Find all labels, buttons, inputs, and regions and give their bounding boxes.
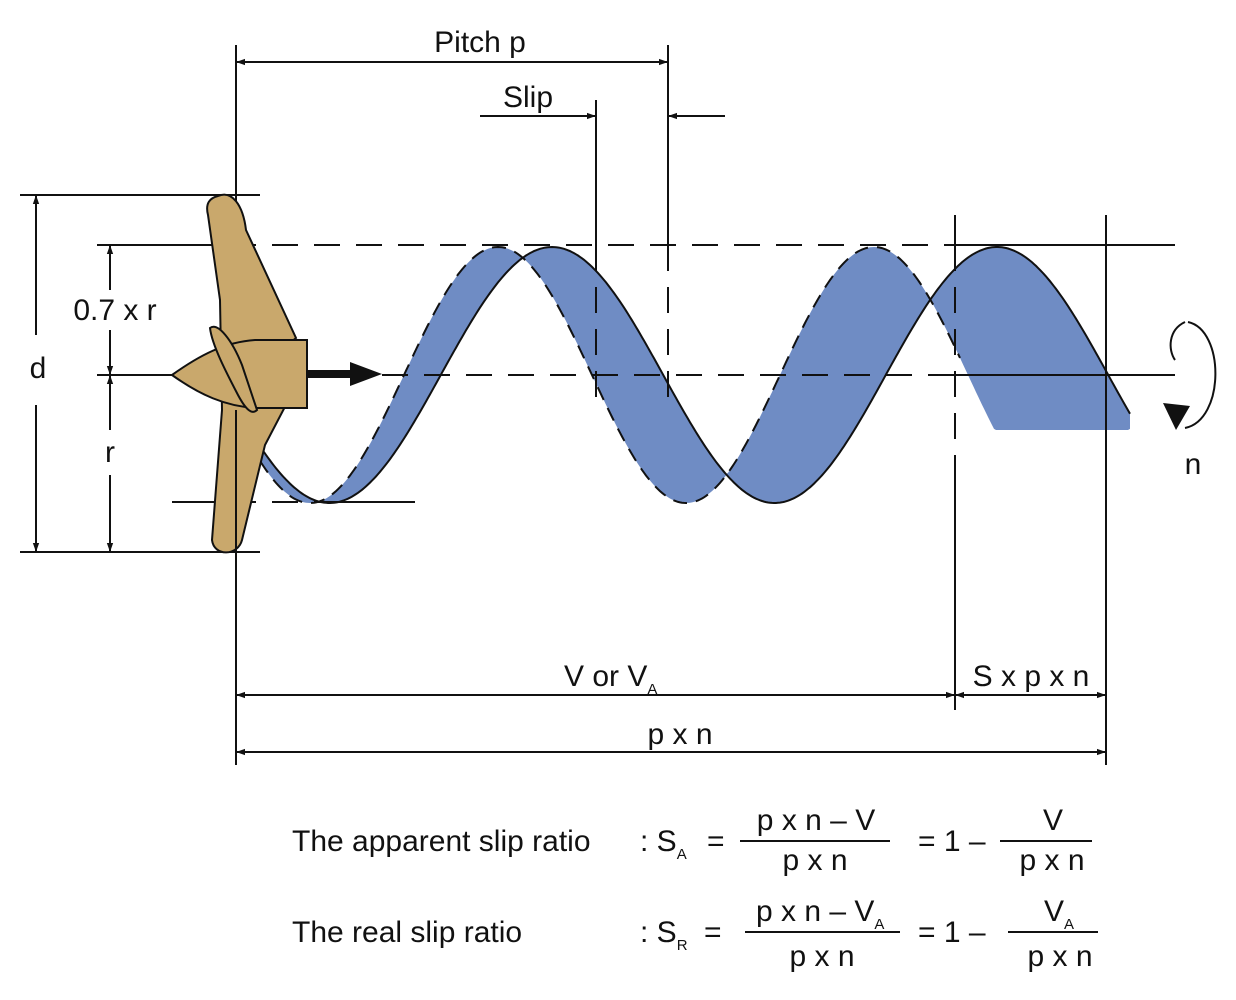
helix-dashed-curve xyxy=(259,245,961,505)
diameter-label: d xyxy=(30,352,47,385)
apparent-denominator-2: p x n xyxy=(1019,844,1084,877)
pitch-label: Pitch p xyxy=(434,26,526,59)
real-denominator: p x n xyxy=(789,940,854,973)
apparent-equals: = xyxy=(707,825,725,858)
v-or-va-label: V or VA xyxy=(564,660,657,698)
apparent-slip-symbol: : SA xyxy=(640,825,687,863)
real-one-minus: = 1 – xyxy=(918,916,986,949)
radius-label: r xyxy=(105,436,115,469)
real-slip-formula: The real slip ratio : SR = p x n – VA p … xyxy=(292,895,1098,973)
apparent-numerator: p x n – V xyxy=(757,804,875,837)
apparent-slip-text: The apparent slip ratio xyxy=(292,825,591,858)
seven-tenths-r-label: 0.7 x r xyxy=(73,294,156,327)
real-slip-text: The real slip ratio xyxy=(292,916,522,949)
real-equals: = xyxy=(704,916,722,949)
v-or-va-subscript: A xyxy=(647,681,657,698)
propeller-blade-side xyxy=(208,325,259,413)
pitch-times-n-label: p x n xyxy=(647,718,712,751)
apparent-one-minus: = 1 – xyxy=(918,825,986,858)
thrust-arrow xyxy=(307,362,382,386)
apparent-numerator-2: V xyxy=(1043,804,1063,837)
real-slip-symbol: : SR xyxy=(640,916,688,954)
diagram-labels: Pitch p Slip 0.7 x r d r n V or VA S x p… xyxy=(30,26,1202,751)
propeller xyxy=(170,193,308,554)
real-denominator-2: p x n xyxy=(1027,940,1092,973)
helix-solid-curve xyxy=(259,245,1131,504)
rotation-n-label: n xyxy=(1185,448,1202,481)
dimension-arrows xyxy=(32,58,1106,756)
real-numerator: p x n – VA xyxy=(756,895,884,933)
real-numerator-2: VA xyxy=(1044,895,1074,933)
apparent-slip-formula: The apparent slip ratio : SA = p x n – V… xyxy=(292,804,1092,877)
slip-distance-label: S x p x n xyxy=(973,660,1090,693)
rotation-arrow-icon xyxy=(1163,321,1217,430)
slip-label: Slip xyxy=(503,81,553,114)
v-or-va-text: V or V xyxy=(564,660,647,693)
apparent-denominator: p x n xyxy=(782,844,847,877)
